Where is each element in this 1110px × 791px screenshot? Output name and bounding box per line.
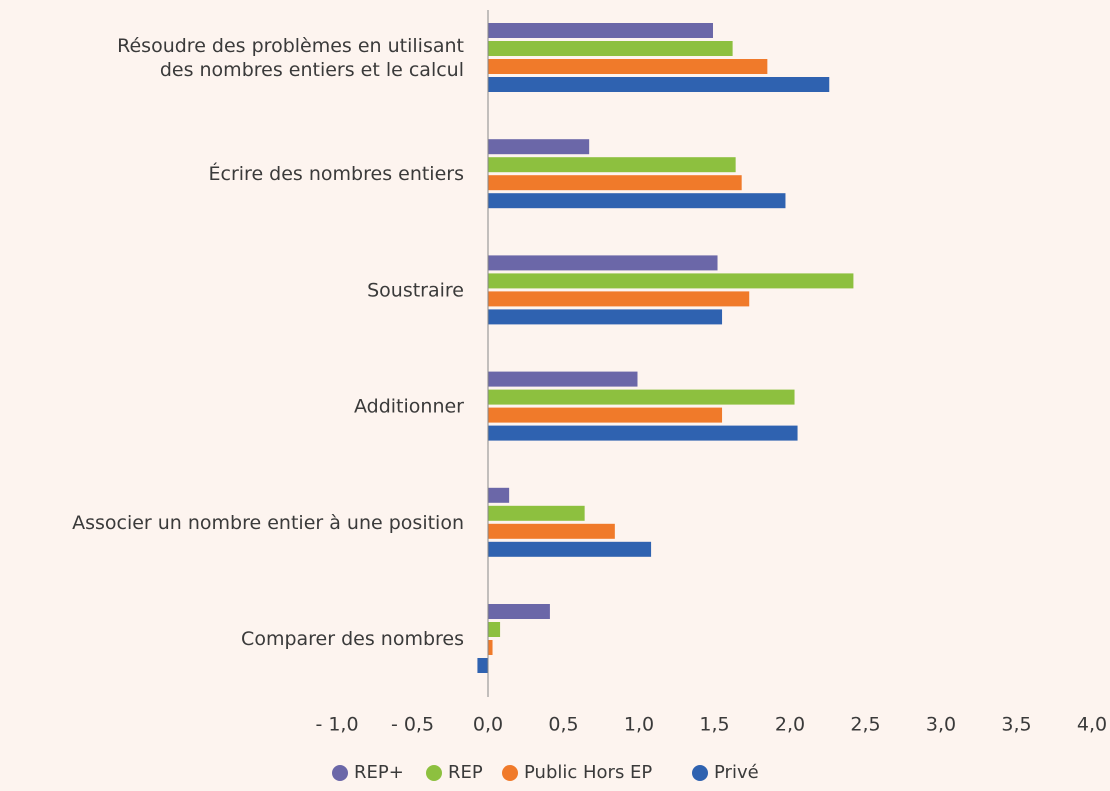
bar [488, 604, 550, 619]
bar [488, 175, 742, 191]
bar [488, 255, 718, 271]
bar [488, 309, 723, 325]
bar [488, 157, 736, 173]
legend-label: Public Hors EP [524, 762, 652, 783]
category-label: Additionner [354, 395, 464, 417]
x-tick-label: 3,0 [926, 714, 956, 736]
bar [488, 77, 830, 92]
x-tick-label: 0,0 [473, 714, 503, 736]
bar [488, 407, 723, 423]
bar [488, 425, 798, 441]
bar [488, 640, 493, 655]
bar [488, 487, 510, 503]
category-label: Comparer des nombres [241, 628, 464, 650]
bar [488, 523, 615, 539]
legend-label: REP [448, 762, 483, 783]
bar [488, 59, 768, 74]
bar [488, 389, 795, 405]
bar [488, 273, 854, 289]
x-tick-label: 1,0 [624, 714, 654, 736]
bar [477, 658, 488, 673]
bar [488, 41, 733, 56]
bar [488, 371, 638, 387]
x-tick-label: 0,5 [548, 714, 578, 736]
category-label: Associer un nombre entier à une position [72, 511, 464, 533]
legend-marker [332, 765, 348, 781]
bar [488, 541, 652, 557]
category-label: Écrire des nombres entiers [209, 162, 464, 185]
x-tick-label: - 0,5 [391, 714, 434, 736]
x-tick-label: 2,0 [775, 714, 805, 736]
x-tick-label: 4,0 [1077, 714, 1107, 736]
bar [488, 622, 501, 637]
category-label: Soustraire [367, 279, 464, 301]
legend-label: REP+ [354, 762, 404, 783]
bar [488, 291, 750, 307]
legend-label: Privé [714, 762, 759, 783]
legend-marker [502, 765, 518, 781]
x-tick-label: - 1,0 [315, 714, 358, 736]
bar [488, 23, 713, 38]
x-tick-label: 2,5 [850, 714, 880, 736]
bar [488, 193, 786, 209]
category-label: Résoudre des problèmes en utilisant des n… [117, 35, 464, 81]
bar [488, 505, 585, 521]
legend-marker [426, 765, 442, 781]
x-tick-label: 1,5 [699, 714, 729, 736]
legend-marker [692, 765, 708, 781]
x-tick-label: 3,5 [1001, 714, 1031, 736]
bar [488, 139, 590, 155]
